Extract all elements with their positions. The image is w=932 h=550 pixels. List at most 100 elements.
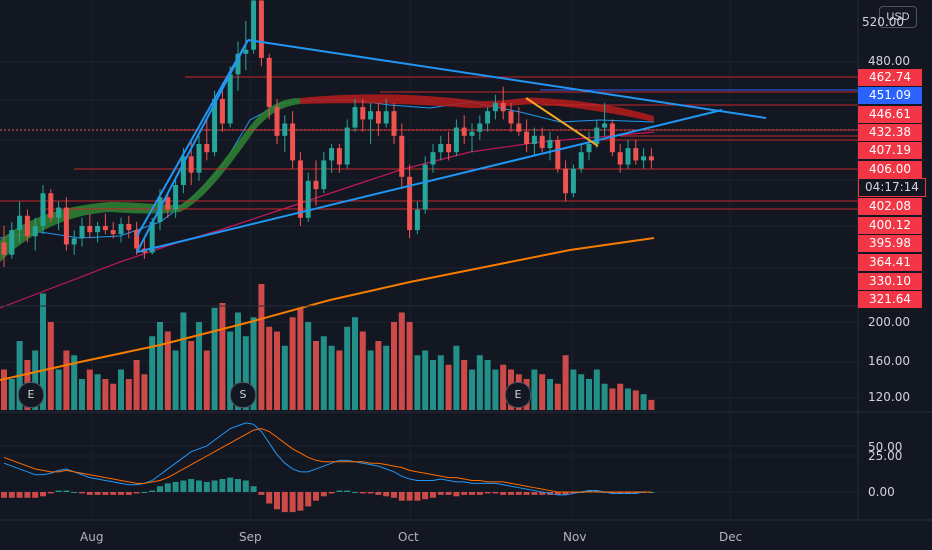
candle-body [336, 148, 342, 165]
candle-body [266, 57, 272, 108]
volume-bar [632, 390, 639, 410]
price-level-label: 432.38 [858, 124, 922, 141]
volume-bar [617, 383, 624, 410]
macd-histogram-bar [437, 492, 444, 495]
macd-histogram-bar [102, 492, 109, 495]
volume-bar [8, 379, 15, 410]
macd-histogram-bar [422, 492, 429, 500]
candle-body [180, 156, 186, 185]
candle-body [383, 111, 389, 124]
volume-bar [242, 336, 249, 410]
macd-histogram-bar [16, 492, 23, 498]
candle-body [446, 144, 452, 153]
macd-histogram-bar [461, 492, 468, 495]
volume-bar [593, 369, 600, 410]
price-level-label: 451.09 [858, 87, 922, 104]
macd-histogram-bar [508, 492, 514, 495]
candle-body [391, 111, 397, 136]
macd-line [3, 422, 652, 496]
macd-histogram-bar [94, 492, 101, 495]
macd-histogram-bar [79, 492, 85, 494]
macd-histogram-bar [32, 492, 39, 498]
volume-bar [336, 350, 343, 410]
candle-body [360, 107, 366, 120]
macd-histogram-bar [469, 492, 475, 495]
macd-histogram-bar [86, 492, 93, 495]
candle-body [492, 103, 498, 112]
macd-histogram-bar [164, 483, 171, 492]
macd-histogram-bar [359, 492, 366, 494]
volume-bar [414, 355, 421, 410]
macd-histogram-bar [133, 492, 140, 494]
trendline [136, 109, 723, 253]
candle-body [477, 123, 483, 132]
macd-histogram-bar [305, 492, 312, 507]
macd-histogram-bar [398, 492, 405, 501]
volume-bar [320, 336, 327, 410]
currency-label[interactable]: USD [879, 6, 917, 28]
macd-histogram-bar [125, 492, 132, 495]
candle-body [368, 111, 374, 120]
volume-tick-label: 200.00 [868, 315, 910, 329]
candle-body [625, 148, 631, 165]
time-axis-label: Oct [398, 530, 419, 544]
candle-body [641, 156, 647, 161]
macd-histogram-bar [391, 492, 397, 498]
candle-body [648, 156, 654, 161]
candle-body [617, 152, 623, 165]
candle-body [32, 226, 38, 237]
trendline-orange [525, 97, 599, 147]
volume-bar [469, 369, 475, 410]
candle-body [305, 180, 311, 218]
candle-body [485, 111, 491, 124]
candle-body [102, 226, 108, 231]
macd-histogram-bar [352, 492, 358, 493]
candle-body [227, 74, 233, 124]
volume-bar [422, 350, 429, 410]
volume-bar [227, 331, 234, 410]
volume-bar [157, 322, 163, 410]
macd-tick-label: 50.00 [868, 440, 903, 454]
ribbon-band-red [300, 94, 654, 122]
trendline [136, 39, 249, 253]
candle-body [329, 148, 335, 161]
macd-histogram-bar [235, 479, 241, 492]
candle-body [87, 226, 93, 233]
candle-body [212, 98, 218, 153]
volume-bar [367, 350, 374, 410]
candle-body [188, 156, 194, 173]
price-level-label: 402.08 [858, 198, 922, 215]
candle-body [251, 0, 257, 50]
macd-histogram-bar [313, 492, 319, 501]
bar-countdown: 04:17:14 [858, 178, 926, 197]
price-level-label: 321.64 [858, 291, 922, 308]
volume-bar [133, 360, 140, 410]
price-tick-label: 480.00 [868, 54, 910, 68]
volume-bar [406, 322, 413, 410]
macd-histogram-bar [258, 492, 265, 495]
candle-body [313, 180, 319, 190]
candle-body [399, 135, 405, 177]
volume-bar [188, 341, 195, 410]
price-level-label: 400.12 [858, 217, 922, 234]
macd-histogram-bar [562, 492, 569, 495]
candle-body [235, 53, 241, 75]
macd-histogram-bar [274, 492, 280, 510]
macd-histogram-bar [617, 492, 624, 494]
macd-histogram-bar [375, 492, 382, 495]
candle-body [602, 123, 608, 128]
macd-histogram-bar [266, 492, 273, 504]
macd-histogram-bar [476, 492, 483, 495]
candle-body [173, 185, 179, 210]
macd-histogram-bar [632, 492, 639, 494]
volume-bar [328, 345, 335, 410]
volume-bar [562, 355, 569, 410]
ribbon-band-green [0, 98, 300, 262]
candle-body [290, 123, 296, 161]
candle-body [578, 152, 584, 169]
volume-bar [40, 293, 46, 410]
candle-body [118, 223, 124, 235]
time-axis-label: Sep [239, 530, 262, 544]
candle-body [40, 193, 46, 226]
